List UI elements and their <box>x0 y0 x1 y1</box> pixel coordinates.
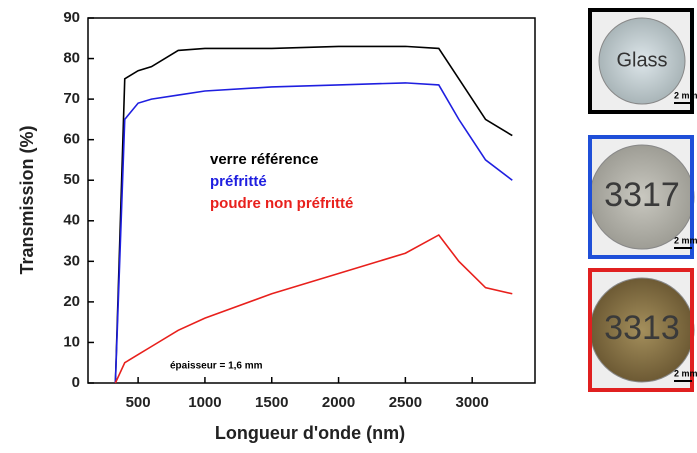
x-tick-label: 500 <box>126 394 151 411</box>
photo-frame <box>588 135 694 259</box>
y-tick-label: 0 <box>72 374 80 391</box>
legend-entry: poudre non préfritté <box>210 195 353 212</box>
y-tick-label: 20 <box>63 293 80 310</box>
x-tick-label: 2500 <box>389 394 422 411</box>
photo-frame <box>588 8 694 114</box>
x-tick-label: 1500 <box>255 394 288 411</box>
sample-label: 3317 <box>604 176 680 214</box>
series-line <box>114 233 513 384</box>
y-tick-label: 50 <box>63 171 80 188</box>
plot-frame <box>87 17 536 384</box>
scale-label: 2 mm <box>674 90 697 100</box>
series-line <box>114 82 513 384</box>
scale-label: 2 mm <box>674 368 697 378</box>
scale-label: 2 mm <box>674 235 697 245</box>
x-axis-title: Longueur d'onde (nm) <box>215 423 405 443</box>
photo-frame <box>588 268 694 392</box>
sample-disc <box>598 17 686 105</box>
y-axis-title: Transmission (%) <box>17 125 37 274</box>
x-tick-label: 2000 <box>322 394 355 411</box>
annotation: épaisseur = 1,6 mm <box>170 361 263 372</box>
y-tick-label: 90 <box>63 9 80 26</box>
x-tick-label: 1000 <box>188 394 221 411</box>
sample-label: 3313 <box>604 309 680 347</box>
sample-label: Glass <box>616 49 667 71</box>
legend-entry: verre référence <box>210 151 318 168</box>
legend-entry: préfritté <box>210 173 267 190</box>
x-tick-label: 3000 <box>456 394 489 411</box>
y-tick-label: 10 <box>63 333 80 350</box>
y-tick-label: 70 <box>63 90 80 107</box>
y-tick-label: 60 <box>63 131 80 148</box>
photo-panel: Glass 2 mm 3317 2 mm 3313 2 mm <box>588 8 697 392</box>
series-line <box>114 45 513 384</box>
y-tick-label: 30 <box>63 252 80 269</box>
y-tick-label: 40 <box>63 212 80 229</box>
y-tick-label: 80 <box>63 50 80 67</box>
